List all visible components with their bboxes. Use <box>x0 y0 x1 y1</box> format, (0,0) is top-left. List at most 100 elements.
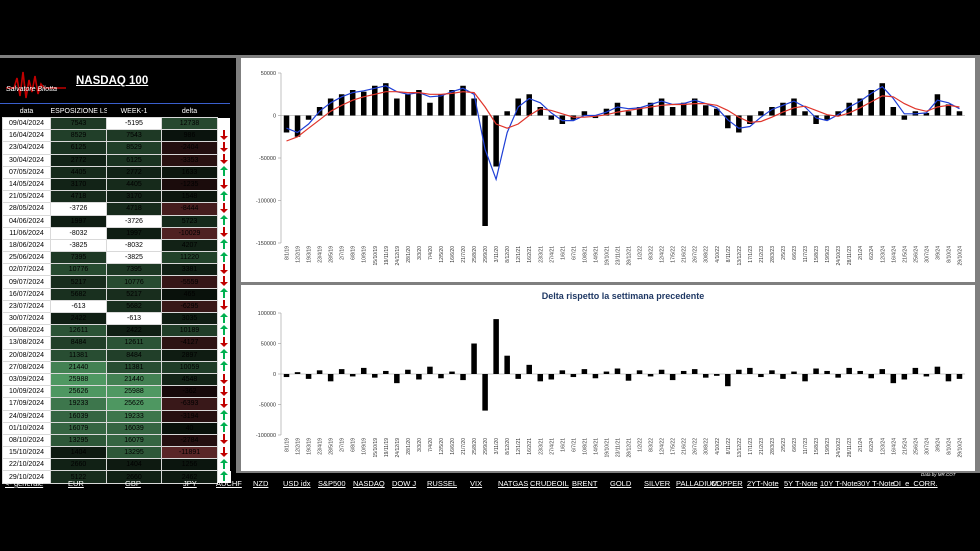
x-tick-label: 11/7/23 <box>803 438 809 455</box>
sheet-tab[interactable]: <- generale <box>5 479 44 488</box>
x-tick-label: 8/10/24 <box>946 438 952 455</box>
bar <box>758 374 764 378</box>
x-tick-label: 17/1/23 <box>748 246 754 263</box>
trend-cell <box>217 312 231 325</box>
x-tick-label: 16/6/20 <box>450 246 456 263</box>
trend-cell <box>217 373 231 386</box>
bar <box>372 374 378 378</box>
sheet-tab[interactable]: NATGAS <box>498 479 529 488</box>
table-row: 15/10/2024 1404 13295 -11891 <box>2 446 231 460</box>
trend-arrow <box>220 129 228 140</box>
date-cell: 08/10/2024 <box>2 433 51 448</box>
arrow-down <box>220 227 228 238</box>
column-header-blank <box>218 105 231 118</box>
x-tick-label: 19/3/19 <box>307 438 313 455</box>
trend-cell <box>217 422 231 435</box>
value-cell: 12611 <box>106 336 162 350</box>
bar <box>747 367 753 374</box>
bar <box>305 115 312 120</box>
trend-arrow <box>220 166 228 177</box>
sheet-tab[interactable]: SILVER <box>644 479 671 488</box>
bar <box>559 115 566 124</box>
value-cell: 4405 <box>50 165 107 179</box>
arrow-down <box>220 446 228 457</box>
trend-cell <box>217 275 231 289</box>
value-cell: -5559 <box>161 275 218 289</box>
sheet-tab[interactable]: NASDAQ <box>353 479 385 488</box>
sheet-tab[interactable]: JPY <box>183 479 197 488</box>
sheet-tab[interactable]: GBP <box>125 479 141 488</box>
bar <box>680 102 687 116</box>
sheet-tab[interactable]: GOLD <box>610 479 632 488</box>
arrow-up <box>220 312 228 323</box>
x-tick-label: 29/9/20 <box>483 438 489 455</box>
sheet-tab[interactable]: 2YT-Note <box>747 479 779 488</box>
sheet-tab[interactable]: 30Y T-Note <box>857 479 895 488</box>
x-tick-label: 7/4/20 <box>428 246 434 260</box>
value-cell: 21440 <box>106 372 162 387</box>
sheet-tab[interactable]: RUSSEL <box>427 479 458 488</box>
date-cell: 16/07/2024 <box>2 287 51 301</box>
x-tick-label: 13/12/22 <box>737 438 743 458</box>
sheet-tab[interactable]: BRENT <box>572 479 598 488</box>
sheet-tab[interactable]: COPPER <box>711 479 743 488</box>
bar <box>394 374 400 384</box>
sheet-tab[interactable]: USD idx <box>283 479 311 488</box>
bar <box>813 368 819 374</box>
bar <box>934 366 941 374</box>
bar <box>780 374 786 379</box>
x-tick-label: 10/8/21 <box>582 246 588 263</box>
value-cell: -5195 <box>106 116 162 131</box>
value-cell: 25988 <box>106 385 162 399</box>
value-cell: 5217 <box>106 287 162 301</box>
bar <box>504 355 510 374</box>
date-cell: 30/04/2024 <box>2 153 51 167</box>
sheet-tab[interactable]: 5Y T-Note <box>784 479 818 488</box>
sheet-tab[interactable]: OI_e_CORR. <box>893 479 938 488</box>
value-cell: 16079 <box>106 433 162 448</box>
value-cell: 1404 <box>50 446 107 460</box>
date-cell: 20/08/2024 <box>2 348 51 362</box>
x-tick-label: 16/2/21 <box>527 438 533 455</box>
value-cell: 4718 <box>106 202 162 216</box>
x-tick-label: 3/11/20 <box>494 438 500 455</box>
sheet-tab[interactable]: EUR <box>68 479 84 488</box>
bar <box>923 374 930 377</box>
sheet-tab[interactable]: NZD <box>253 479 269 488</box>
trend-cell <box>217 202 231 215</box>
bar <box>879 83 886 116</box>
x-tick-label: 6/2/24 <box>869 246 875 260</box>
bar <box>471 343 477 374</box>
sheet-tab[interactable]: AUCHF <box>216 479 242 488</box>
x-tick-label: 19/9/23 <box>825 438 831 455</box>
bar <box>493 319 499 374</box>
trend-arrow <box>220 263 228 274</box>
x-tick-label: 21/6/22 <box>682 246 688 263</box>
x-tick-label: 3/3/20 <box>417 246 423 260</box>
x-tick-label: 23/11/21 <box>615 438 621 457</box>
trend-arrow <box>220 141 228 152</box>
value-cell: -8032 <box>106 238 162 253</box>
bar <box>427 366 433 374</box>
sheet-tab[interactable]: CRUDEOIL <box>530 479 569 488</box>
bar <box>890 374 897 384</box>
sheet-tab[interactable]: PALLADIUM <box>676 479 718 488</box>
x-tick-label: 21/5/24 <box>902 246 908 263</box>
x-tick-label: 28/11/23 <box>847 246 853 265</box>
sheet-tab[interactable]: 10Y T-Note <box>820 479 858 488</box>
sheet-tab[interactable]: S&P500 <box>318 479 346 488</box>
sheet-tab[interactable]: VIX <box>470 479 483 488</box>
x-tick-label: 11/7/23 <box>803 246 809 263</box>
date-cell: 30/07/2024 <box>2 311 51 326</box>
sheet-tab[interactable]: DOW J <box>392 479 417 488</box>
bar <box>360 367 367 374</box>
x-tick-label: 23/4/19 <box>318 246 324 263</box>
bar <box>813 115 819 124</box>
y-tick-label: 0 <box>273 114 276 120</box>
trend-cell <box>217 129 231 142</box>
value-cell: 11381 <box>106 360 162 374</box>
x-tick-label: 2/7/19 <box>340 246 346 260</box>
value-cell: 11220 <box>161 251 218 265</box>
trend-arrow <box>220 239 228 250</box>
bar <box>901 374 908 380</box>
